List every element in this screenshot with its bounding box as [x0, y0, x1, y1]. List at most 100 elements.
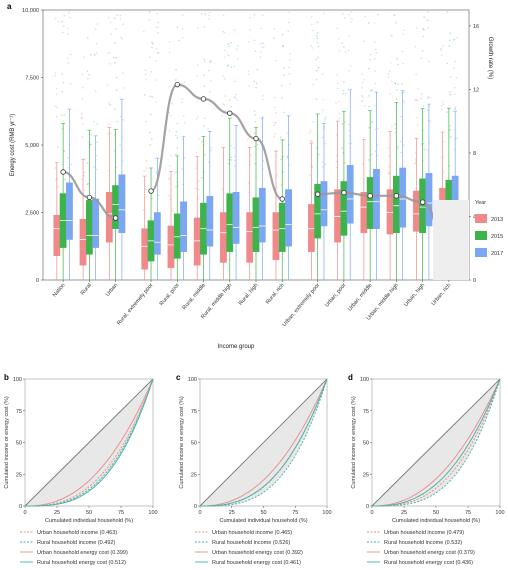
outlier-point: [196, 100, 198, 103]
outlier-point: [109, 51, 111, 54]
outlier-point: [427, 97, 429, 99]
outlier-point: [316, 34, 318, 37]
outlier-point: [86, 70, 89, 72]
legend-label: Rural household income (0.532): [384, 540, 462, 546]
outlier-point: [338, 100, 340, 103]
outlier-point: [197, 188, 200, 191]
outlier-point: [316, 32, 319, 34]
outlier-point: [311, 165, 314, 168]
outlier-point: [145, 78, 147, 81]
growth-point: [200, 96, 207, 102]
category-label: Rural, high: [238, 282, 260, 306]
outlier-point: [283, 67, 285, 69]
x-tick-label: 50: [260, 510, 266, 516]
category-label: Urban, middle: [347, 282, 374, 312]
outlier-point: [454, 106, 457, 109]
outlier-point: [261, 46, 263, 49]
outlier-point: [203, 153, 206, 156]
legend-label: Rural household income (0.526): [212, 540, 290, 546]
outlier-point: [397, 83, 399, 86]
outlier-point: [196, 64, 199, 66]
outlier-point: [390, 34, 392, 36]
outlier-point: [394, 123, 396, 126]
outlier-point: [274, 121, 276, 124]
legend-label: Urban household energy cost (0.379): [384, 550, 475, 556]
outlier-point: [420, 57, 422, 59]
outlier-point: [416, 99, 419, 102]
outlier-point: [348, 142, 350, 145]
outlier-point: [274, 106, 276, 109]
outlier-point: [401, 83, 403, 85]
outlier-point: [322, 109, 324, 111]
outlier-point: [262, 42, 264, 45]
outlier-point: [286, 132, 288, 134]
outlier-point: [55, 93, 58, 96]
outlier-point: [109, 21, 112, 24]
outlier-point: [273, 28, 276, 30]
outlier-point: [400, 115, 402, 118]
outlier-point: [361, 100, 363, 103]
outlier-point: [315, 69, 318, 72]
category-label: Urban, extremely poor: [282, 282, 322, 328]
growth-point: [112, 215, 119, 221]
outlier-point: [414, 98, 417, 101]
outlier-point: [54, 167, 56, 169]
outlier-point: [362, 96, 364, 99]
outlier-point: [402, 91, 405, 93]
outlier-point: [427, 119, 429, 122]
x-tick-label: 50: [433, 510, 439, 516]
outlier-point: [390, 125, 393, 128]
outlier-point: [289, 83, 291, 85]
outlier-point: [112, 57, 115, 59]
outlier-point: [145, 159, 148, 162]
outlier-point: [176, 137, 179, 139]
outlier-point: [168, 178, 170, 180]
outlier-point: [175, 153, 177, 155]
outlier-point: [203, 85, 206, 88]
outlier-point: [143, 170, 146, 172]
outlier-point: [234, 97, 237, 99]
outlier-point: [259, 43, 262, 45]
y-right-tick-label: 16: [473, 24, 479, 30]
outlier-point: [395, 98, 398, 100]
outlier-point: [120, 36, 122, 38]
panel-label-b: b: [4, 373, 9, 382]
outlier-point: [286, 156, 289, 158]
outlier-point: [401, 50, 404, 53]
outlier-point: [60, 114, 63, 117]
outlier-point: [175, 171, 177, 173]
outlier-point: [55, 87, 58, 90]
outlier-point: [61, 21, 63, 23]
outlier-point: [260, 51, 262, 53]
outlier-point: [247, 41, 250, 43]
outlier-point: [236, 44, 239, 47]
outlier-point: [449, 32, 452, 35]
growth-point: [174, 81, 180, 88]
outlier-point: [309, 132, 311, 134]
outlier-point: [81, 73, 84, 76]
legend-label: Urban household income (0.479): [384, 530, 464, 536]
outlier-point: [151, 138, 153, 140]
outlier-point: [361, 86, 363, 89]
outlier-point: [323, 12, 325, 14]
outlier-point: [289, 52, 292, 55]
outlier-point: [454, 107, 457, 110]
x-tick-label: 25: [54, 510, 60, 516]
outlier-point: [224, 49, 226, 51]
outlier-point: [317, 45, 320, 48]
box-2013: [167, 225, 175, 269]
outlier-point: [209, 60, 211, 63]
outlier-point: [229, 99, 231, 101]
outlier-point: [336, 87, 339, 90]
outlier-point: [171, 209, 173, 212]
y-right-tick-label: 0: [473, 278, 476, 284]
outlier-point: [344, 17, 346, 19]
outlier-point: [168, 51, 171, 54]
outlier-point: [449, 39, 451, 42]
outlier-point: [227, 162, 230, 165]
outlier-point: [196, 74, 199, 77]
outlier-point: [67, 157, 70, 159]
outlier-point: [322, 98, 325, 101]
outlier-point: [247, 70, 250, 72]
